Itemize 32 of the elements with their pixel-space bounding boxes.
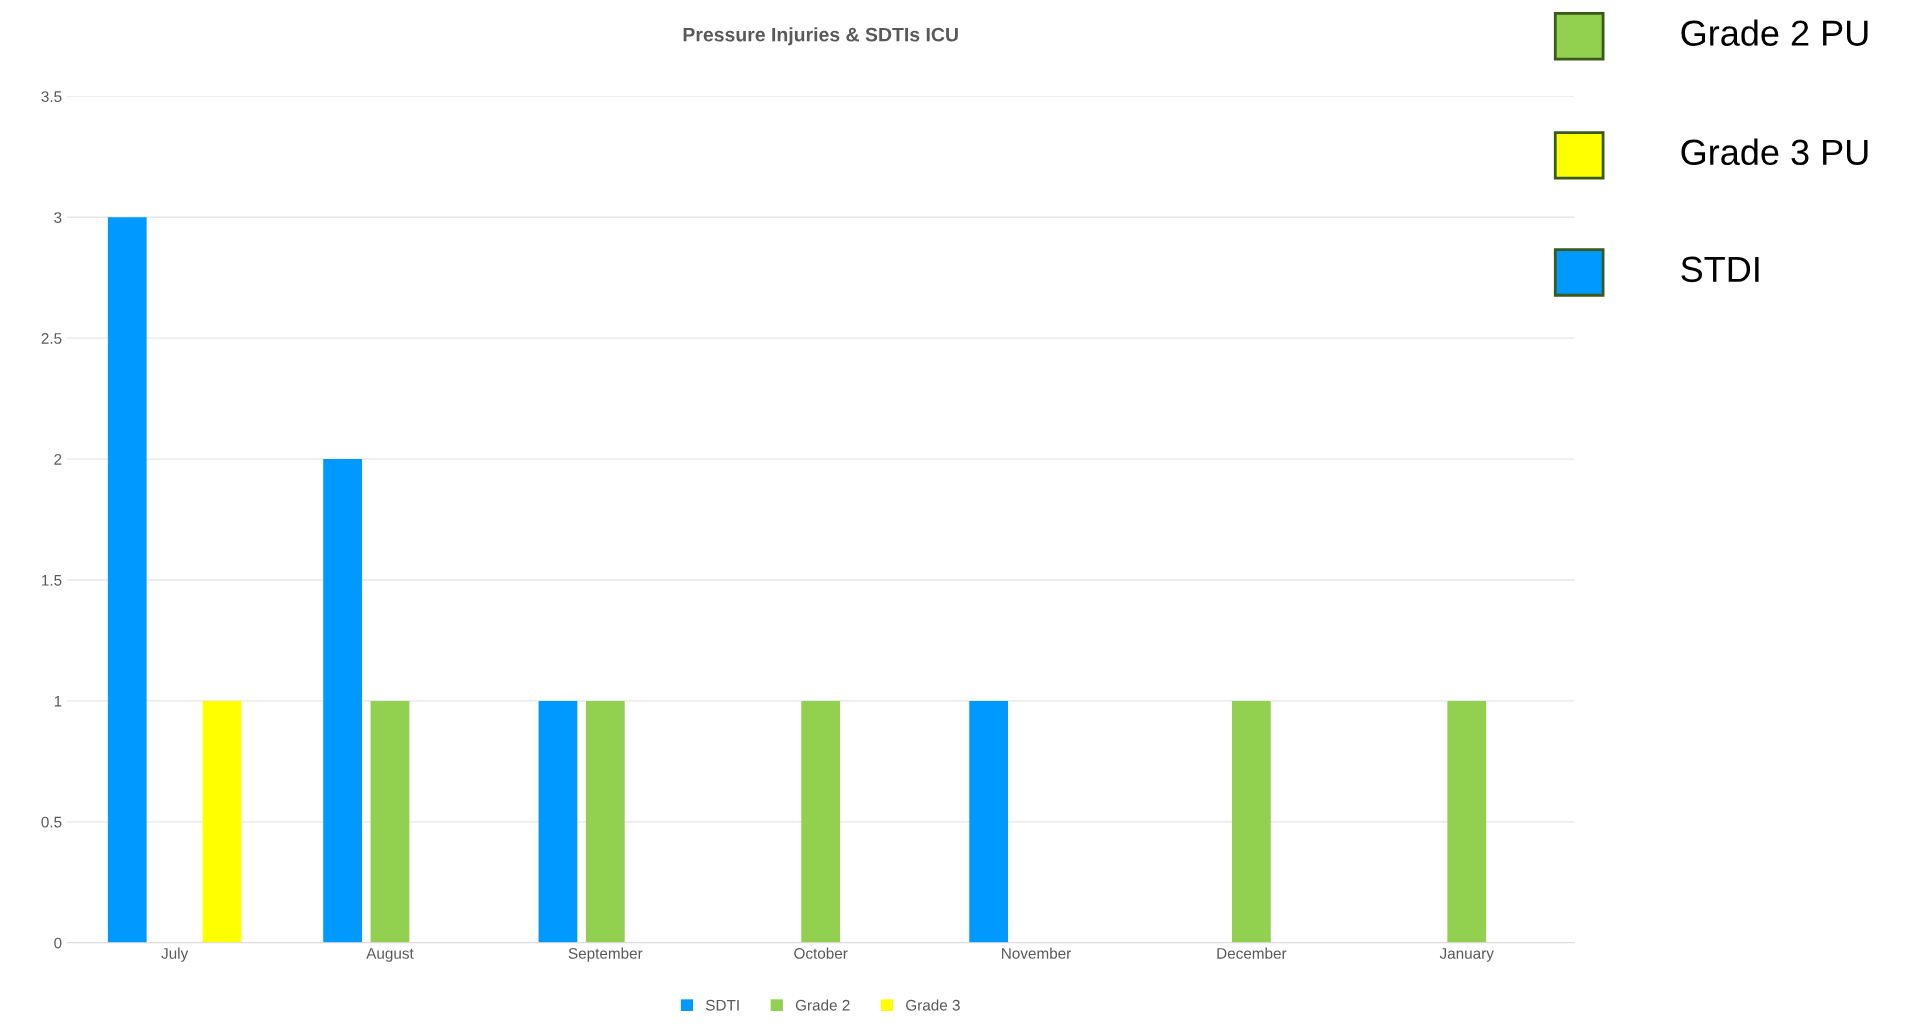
text: STDI xyxy=(1681,256,1759,283)
bar xyxy=(801,700,841,943)
y-tick-label: 0 xyxy=(54,937,62,949)
legend-label: SDTI xyxy=(706,999,739,1011)
x-tick-label: December xyxy=(1217,947,1287,959)
y-tick-label: 1.5 xyxy=(42,575,62,586)
bar xyxy=(370,700,410,943)
text: Grade 3 PU xyxy=(1681,138,1868,166)
x-tick-label: August xyxy=(366,948,414,962)
x-tick-label: September xyxy=(568,947,643,962)
x-tick-label: July xyxy=(161,947,189,962)
bar xyxy=(1231,700,1271,943)
bar xyxy=(585,700,625,943)
bar xyxy=(323,459,362,943)
legend-label: Grade 2 xyxy=(795,999,850,1011)
bar xyxy=(969,700,1009,943)
x-tick-label: November xyxy=(1002,947,1072,959)
x-tick-label: January xyxy=(1439,948,1494,962)
y-tick-label: 2.5 xyxy=(41,333,62,344)
y-tick-label: 1 xyxy=(54,695,62,707)
text: Grade 2 PU xyxy=(1681,19,1868,46)
bar xyxy=(107,217,147,943)
y-tick-label: 2 xyxy=(54,453,62,465)
y-tick-label: 0.5 xyxy=(41,816,62,828)
bar xyxy=(202,700,242,943)
bar xyxy=(538,700,578,943)
bar xyxy=(1447,700,1487,943)
chart-title: Pressure Injuries & SDTIs ICU xyxy=(683,27,958,46)
x-tick-label: October xyxy=(794,947,848,959)
legend-label: Grade 3 xyxy=(906,999,960,1011)
y-tick-label: 3.5 xyxy=(41,91,62,103)
y-tick-label: 3 xyxy=(54,212,62,223)
